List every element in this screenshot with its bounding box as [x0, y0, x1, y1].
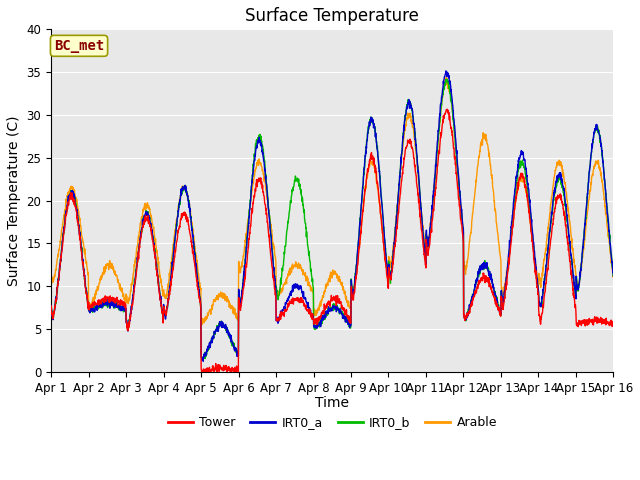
Tower	[609, 322, 617, 327]
Tower	[444, 107, 451, 112]
Tower	[361, 187, 369, 192]
IRT0_b	[609, 273, 617, 278]
Arable	[442, 75, 450, 81]
Tower	[198, 369, 206, 375]
Arable	[204, 311, 212, 317]
Text: BC_met: BC_met	[54, 39, 104, 53]
Tower	[349, 295, 356, 300]
Line: IRT0_a: IRT0_a	[51, 71, 613, 361]
IRT0_b	[443, 76, 451, 82]
Line: Arable: Arable	[51, 78, 613, 324]
IRT0_a	[200, 359, 207, 364]
Arable	[47, 273, 55, 278]
Line: IRT0_b: IRT0_b	[51, 79, 613, 360]
IRT0_a	[204, 343, 212, 349]
IRT0_a	[496, 309, 504, 315]
IRT0_a	[349, 291, 356, 297]
Tower	[576, 322, 584, 327]
IRT0_b	[576, 276, 584, 282]
Tower	[47, 303, 55, 309]
X-axis label: Time: Time	[316, 396, 349, 410]
Title: Surface Temperature: Surface Temperature	[245, 7, 419, 25]
IRT0_b	[561, 192, 568, 197]
Tower	[561, 213, 568, 218]
Legend: Tower, IRT0_a, IRT0_b, Arable: Tower, IRT0_a, IRT0_b, Arable	[163, 411, 502, 434]
Arable	[576, 276, 584, 282]
Arable	[349, 294, 356, 300]
Line: Tower: Tower	[51, 109, 613, 372]
IRT0_a	[576, 275, 584, 281]
IRT0_b	[204, 347, 212, 352]
IRT0_a	[561, 186, 568, 192]
Y-axis label: Surface Temperature (C): Surface Temperature (C)	[7, 115, 21, 286]
Arable	[609, 272, 617, 278]
IRT0_b	[47, 306, 55, 312]
IRT0_b	[349, 292, 356, 298]
IRT0_b	[198, 357, 206, 363]
Arable	[496, 252, 504, 258]
IRT0_b	[361, 159, 369, 165]
Arable	[198, 322, 206, 327]
IRT0_a	[442, 68, 450, 74]
IRT0_a	[47, 302, 55, 308]
IRT0_a	[361, 156, 369, 161]
Arable	[361, 188, 369, 193]
Arable	[561, 178, 568, 184]
Tower	[496, 312, 504, 318]
IRT0_b	[496, 307, 504, 312]
Tower	[204, 366, 212, 372]
IRT0_a	[609, 273, 617, 279]
